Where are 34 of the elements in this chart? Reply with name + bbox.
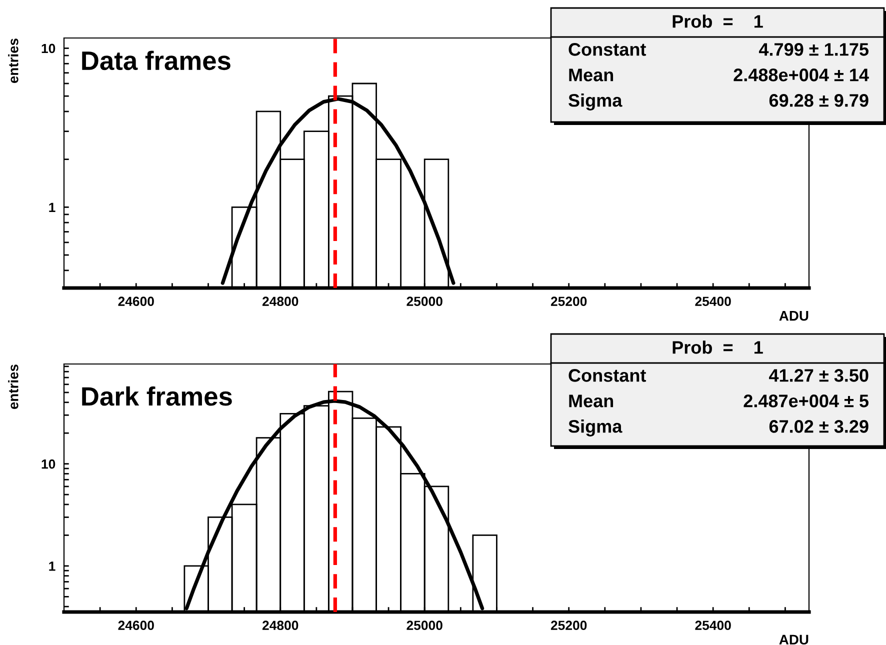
y-axis-title: entries	[8, 38, 18, 83]
annotation: Mean	[569, 394, 614, 408]
text: Prob = 1	[672, 340, 763, 354]
annotation: 2.487e+004 ± 5	[744, 394, 869, 408]
x-axis-title: ADU	[779, 311, 808, 321]
x-tick-label: 25200	[550, 296, 587, 306]
x-tick-label: 25000	[406, 620, 442, 630]
text: Prob = 1	[672, 14, 763, 28]
x-axis-title: ADU	[779, 634, 808, 645]
x-tick-label: 25200	[550, 620, 587, 630]
annotation: 2.488e+004 ± 14	[734, 68, 869, 82]
annotation: Mean	[569, 68, 614, 82]
x-tick-label: 24800	[262, 620, 298, 630]
annotation: 67.02 ± 3.29	[769, 420, 868, 433]
annotation: 69.28 ± 9.79	[769, 94, 868, 107]
annotation: Sigma	[568, 420, 622, 436]
annotation: 4.799 ± 1.175	[758, 43, 869, 56]
y-tick-label: 1	[49, 202, 56, 212]
x-tick-label: 25400	[695, 296, 731, 306]
annotation: Constant	[568, 369, 646, 382]
x-tick-label: 24800	[262, 296, 298, 306]
annotation: Sigma	[568, 94, 622, 110]
x-tick-label: 24600	[118, 296, 154, 306]
annotation: 41.27 ± 3.50	[769, 369, 868, 382]
y-tick-label: 10	[42, 44, 56, 54]
x-tick-label: 25400	[695, 620, 731, 630]
x-tick-label: 24600	[118, 620, 154, 630]
y-tick-label: 10	[42, 459, 56, 469]
y-axis-title: entries	[8, 364, 18, 409]
annotation: Data frames	[82, 50, 230, 70]
y-tick-label: 1	[49, 562, 56, 571]
annotation: Constant	[568, 43, 646, 56]
x-tick-label: 25000	[406, 296, 442, 306]
annotation: Dark frames	[82, 386, 232, 406]
